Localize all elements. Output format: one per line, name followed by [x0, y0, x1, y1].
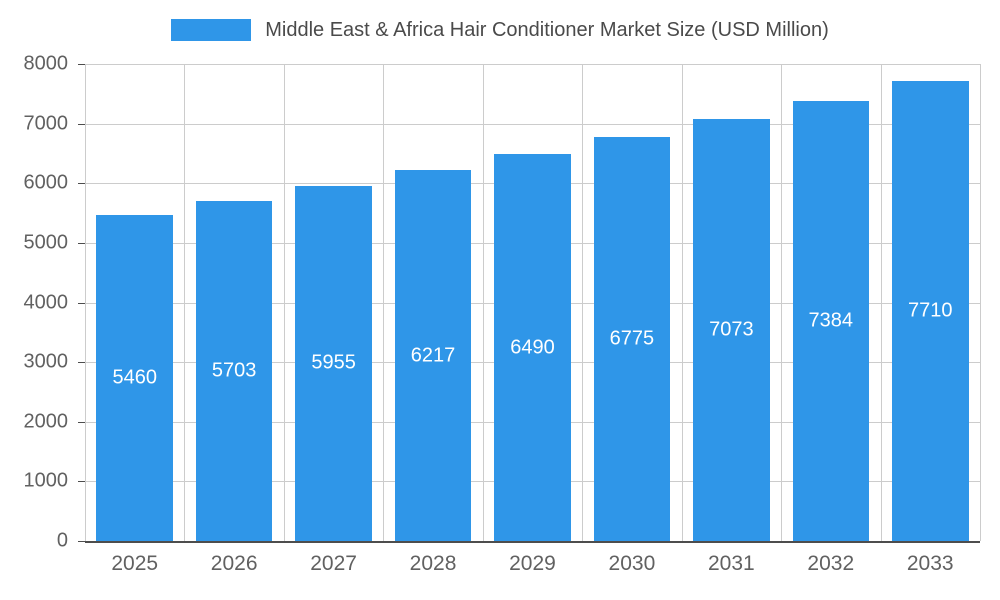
y-tick-label: 0	[56, 529, 68, 552]
y-tick-label: 4000	[23, 291, 69, 313]
y-tick-label: 8000	[23, 52, 69, 75]
bar: 6217	[394, 170, 472, 541]
bar-value-label: 5955	[311, 351, 356, 374]
vertical-gridline	[582, 64, 584, 541]
bar-cell: 6490	[483, 64, 582, 541]
y-tick-mark	[78, 183, 85, 185]
vertical-gridline	[781, 64, 783, 541]
y-tick-label: 6000	[23, 171, 69, 194]
y-tick-mark	[78, 541, 85, 542]
y-tick-mark	[78, 362, 85, 364]
x-tick-label: 2030	[608, 552, 656, 575]
y-tick-label: 5000	[23, 231, 69, 254]
gridline	[85, 123, 980, 125]
vertical-gridline	[383, 64, 385, 541]
y-tick-label: 3000	[23, 350, 69, 373]
gridline	[85, 64, 980, 65]
vertical-gridline	[681, 64, 683, 541]
bar: 7710	[891, 81, 969, 541]
bar-value-label: 7710	[907, 299, 953, 322]
bar: 5460	[96, 215, 173, 541]
y-tick-mark	[78, 64, 85, 65]
vertical-gridline	[184, 64, 186, 541]
bar-cell: 7384	[781, 64, 880, 541]
x-tick-label: 2033	[906, 552, 954, 575]
y-axis: 0 1000 2000 3000 4000 5000 6000 7000 8000	[0, 53, 78, 552]
bar-cell: 5460	[85, 64, 184, 541]
bar: 6775	[593, 137, 671, 541]
vertical-gridline	[283, 64, 285, 541]
x-tick-label: 2032	[807, 552, 855, 575]
plot-area: 5460 5703 5955 6217 6490 6775 7073 7384 7710	[78, 64, 981, 543]
x-tick-label: 2026	[210, 552, 258, 575]
x-tick-label: 2029	[509, 552, 556, 575]
y-tick-mark	[78, 123, 85, 125]
y-tick-mark	[78, 302, 85, 304]
legend-swatch	[171, 19, 252, 41]
bar-value-label: 5460	[112, 366, 157, 389]
y-tick-label: 1000	[23, 469, 69, 492]
bar: 5703	[195, 200, 273, 541]
bar: 7384	[792, 100, 870, 541]
x-tick-label: 2031	[707, 552, 755, 575]
bar-value-label: 7384	[808, 309, 854, 332]
y-tick-label: 2000	[23, 410, 69, 433]
vertical-gridline	[980, 64, 981, 541]
vertical-gridline	[85, 64, 86, 541]
bar-value-label: 6217	[410, 344, 456, 367]
bar-cell: 7073	[682, 64, 781, 541]
bar-value-label: 6490	[510, 336, 555, 359]
bar-cell: 5955	[284, 64, 383, 541]
vertical-gridline	[880, 64, 882, 541]
gridline	[85, 541, 980, 543]
bar: 5955	[295, 185, 372, 541]
x-tick-label: 2028	[409, 552, 457, 575]
x-axis: 2025 2026 2027 2028 2029 2030 2031 2032 2033	[85, 552, 980, 576]
bar: 7073	[693, 119, 770, 541]
vertical-gridline	[482, 64, 484, 541]
bar-value-label: 6775	[609, 327, 655, 350]
bar: 6490	[494, 154, 571, 541]
bar-cell: 6217	[383, 64, 482, 541]
y-tick-mark	[78, 481, 85, 483]
legend: Middle East & Africa Hair Conditioner Ma…	[0, 16, 1000, 44]
x-tick-label: 2025	[111, 552, 159, 575]
y-tick-mark	[78, 421, 85, 423]
bar-value-label: 7073	[709, 318, 754, 341]
bar-value-label: 5703	[211, 359, 257, 382]
bar-cell: 6775	[582, 64, 681, 541]
y-tick-label: 7000	[23, 112, 69, 135]
chart-title: Middle East & Africa Hair Conditioner Ma…	[265, 18, 829, 41]
bar-cell: 7710	[881, 64, 980, 541]
bar-cell: 5703	[184, 64, 283, 541]
bars-group: 5460 5703 5955 6217 6490 6775 7073 7384 7710	[85, 64, 980, 541]
x-tick-label: 2027	[310, 552, 357, 575]
y-tick-mark	[78, 242, 85, 244]
